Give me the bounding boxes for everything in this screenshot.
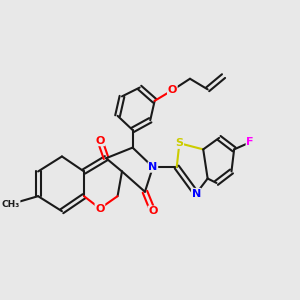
Text: N: N (191, 188, 201, 199)
Text: S: S (176, 138, 183, 148)
Text: F: F (246, 137, 254, 147)
Text: O: O (148, 206, 158, 216)
Text: O: O (95, 203, 105, 214)
Text: O: O (95, 136, 105, 146)
Text: N: N (148, 162, 158, 172)
Text: CH₃: CH₃ (2, 200, 20, 208)
Text: O: O (168, 85, 177, 95)
